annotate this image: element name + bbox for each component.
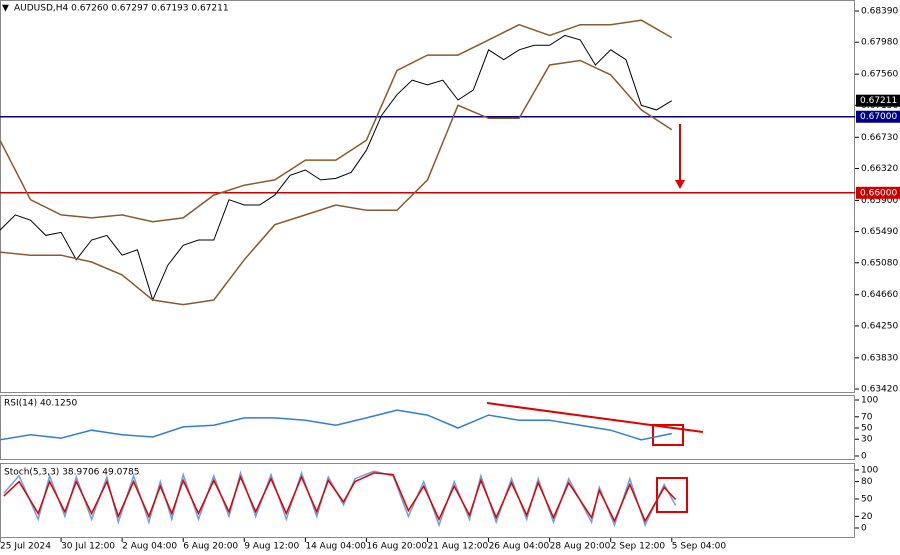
y-tick-label: 80	[861, 477, 873, 487]
x-tick-label: 16 Aug 20:00	[366, 542, 427, 552]
x-tick-label: 2 Sep 12:00	[611, 542, 666, 552]
last-price-label: 0.67211	[860, 96, 897, 106]
x-tick-label: 28 Aug 20:00	[550, 542, 611, 552]
x-tick-label: 9 Aug 12:00	[244, 542, 299, 552]
y-tick-label: 20	[861, 512, 873, 522]
y-tick-label: 0.67980	[861, 38, 898, 48]
y-tick-label: 50	[861, 424, 873, 434]
panel-title: RSI(14) 40.1250	[4, 399, 77, 409]
y-tick-label: 0.64250	[861, 321, 898, 331]
y-tick-label: 0.64660	[861, 290, 898, 300]
highlight-box	[652, 424, 684, 446]
x-tick-label: 21 Aug 12:00	[428, 542, 489, 552]
y-tick-label: 0.63830	[861, 353, 898, 363]
series-line	[0, 409, 672, 441]
main-panel	[0, 0, 855, 393]
series-line	[3, 472, 677, 523]
x-tick-label: 14 Aug 04:00	[305, 542, 366, 552]
x-tick-label: 26 Aug 04:00	[489, 542, 550, 552]
trend-line	[486, 402, 704, 433]
x-tick-label: 6 Aug 20:00	[183, 542, 238, 552]
y-tick-label: 30	[861, 435, 873, 445]
arrow-head	[675, 180, 685, 189]
y-tick-label: 0.67560	[861, 70, 898, 80]
y-tick-label: 0.66730	[861, 133, 898, 143]
y-tick-label: 100	[861, 466, 878, 476]
level-label-box	[856, 110, 900, 123]
panel-title: AUDUSD,H4 0.67260 0.67297 0.67193 0.6721…	[14, 4, 229, 14]
level-label: 0.66000	[860, 188, 897, 198]
y-tick-label: 0.65900	[861, 196, 898, 206]
series-line	[3, 470, 677, 528]
stoch-panel	[0, 463, 855, 538]
y-tick-label: 0.65490	[861, 227, 898, 237]
level-label: 0.67000	[860, 112, 897, 122]
y-tick-label: 0.66320	[861, 164, 898, 174]
symbol-marker: ▼	[2, 4, 9, 14]
x-tick-label: 2 Aug 04:00	[122, 542, 177, 552]
series-line	[0, 19, 673, 223]
y-tick-label: 0	[861, 524, 867, 534]
x-tick-label: 30 Jul 12:00	[61, 542, 115, 552]
y-tick-label: 0.63420	[861, 385, 898, 395]
y-tick-label: 0	[861, 452, 867, 462]
y-tick-label: 0.65080	[861, 258, 898, 268]
y-tick-label: 100	[861, 396, 878, 406]
series-line	[0, 34, 673, 302]
rsi-panel	[0, 395, 855, 460]
x-tick-label: 25 Jul 2024	[0, 542, 51, 552]
level-label-box	[856, 186, 900, 199]
y-tick-label: 0.68390	[861, 7, 898, 17]
y-tick-label: 50	[861, 495, 873, 505]
last-price-box	[856, 94, 900, 107]
x-tick-label: 5 Sep 04:00	[672, 542, 727, 552]
panel-title: Stoch(5,3,3) 38.9706 49.0785	[4, 468, 139, 478]
highlight-box	[656, 477, 688, 513]
y-tick-label: 70	[861, 412, 873, 422]
series-line	[0, 59, 673, 306]
